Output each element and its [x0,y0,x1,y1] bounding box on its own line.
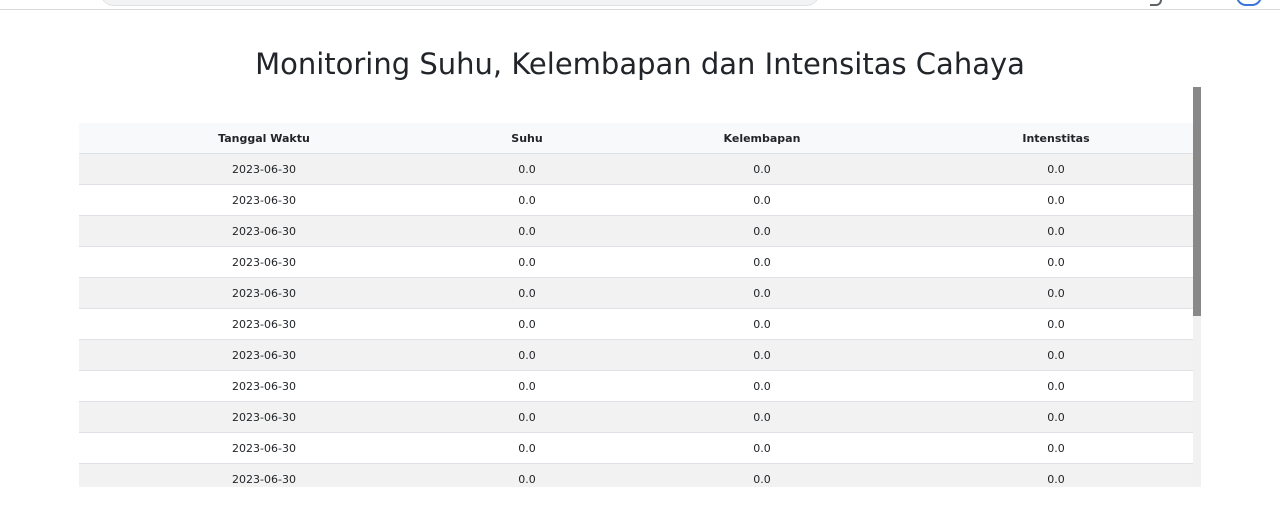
table-body: 2023-06-30 0.0 0.0 0.0 2023-06-30 0.0 0.0 0.0 20… [79,153,1193,487]
cell-suhu: 0.0 [449,277,605,309]
table-row: 2023-06-30 0.0 0.0 0.0 [79,308,1193,340]
cell-kelembapan: 0.0 [605,432,919,464]
cell-intensitas: 0.0 [919,153,1193,185]
cell-suhu: 0.0 [449,246,605,278]
cell-suhu: 0.0 [449,463,605,487]
cell-intensitas: 0.0 [919,370,1193,402]
cell-intensitas: 0.0 [919,184,1193,216]
cell-kelembapan: 0.0 [605,401,919,433]
cell-intensitas: 0.0 [919,401,1193,433]
table-row: 2023-06-30 0.0 0.0 0.0 [79,184,1193,216]
scrollbar-thumb[interactable] [1193,87,1201,316]
cell-kelembapan: 0.0 [605,308,919,340]
table-row: 2023-06-30 0.0 0.0 0.0 [79,432,1193,464]
header-kelembapan: Kelembapan [605,123,919,154]
vertical-scrollbar[interactable] [1193,87,1201,487]
table-row: 2023-06-30 0.0 0.0 0.0 [79,370,1193,402]
cell-tanggal-waktu: 2023-06-30 [79,215,449,247]
cell-kelembapan: 0.0 [605,277,919,309]
table-header: Tanggal Waktu Suhu Kelembapan Intenstita… [79,123,1193,154]
table-row: 2023-06-30 0.0 0.0 0.0 [79,246,1193,278]
key-icon[interactable] [1150,0,1162,6]
cell-suhu: 0.0 [449,215,605,247]
cell-suhu: 0.0 [449,153,605,185]
cell-suhu: 0.0 [449,339,605,371]
cell-suhu: 0.0 [449,432,605,464]
cell-intensitas: 0.0 [919,432,1193,464]
cell-kelembapan: 0.0 [605,463,919,487]
profile-icon[interactable] [1236,0,1262,6]
cell-tanggal-waktu: 2023-06-30 [79,370,449,402]
cell-tanggal-waktu: 2023-06-30 [79,463,449,487]
cell-kelembapan: 0.0 [605,184,919,216]
data-table-area: Tanggal Waktu Suhu Kelembapan Intenstita… [79,123,1193,487]
cell-intensitas: 0.0 [919,246,1193,278]
cell-suhu: 0.0 [449,184,605,216]
cell-kelembapan: 0.0 [605,153,919,185]
table-row: 2023-06-30 0.0 0.0 0.0 [79,277,1193,309]
table-row: 2023-06-30 0.0 0.0 0.0 [79,339,1193,371]
browser-toolbar [0,0,1280,10]
cell-tanggal-waktu: 2023-06-30 [79,432,449,464]
header-tanggal-waktu: Tanggal Waktu [79,123,449,154]
table-row: 2023-06-30 0.0 0.0 0.0 [79,215,1193,247]
cell-tanggal-waktu: 2023-06-30 [79,401,449,433]
cell-kelembapan: 0.0 [605,370,919,402]
cell-tanggal-waktu: 2023-06-30 [79,153,449,185]
table-row: 2023-06-30 0.0 0.0 0.0 [79,463,1193,487]
cell-kelembapan: 0.0 [605,215,919,247]
cell-tanggal-waktu: 2023-06-30 [79,184,449,216]
cell-kelembapan: 0.0 [605,246,919,278]
cell-intensitas: 0.0 [919,215,1193,247]
cell-suhu: 0.0 [449,370,605,402]
cell-kelembapan: 0.0 [605,339,919,371]
address-bar[interactable] [100,0,820,6]
cell-intensitas: 0.0 [919,277,1193,309]
cell-tanggal-waktu: 2023-06-30 [79,308,449,340]
cell-tanggal-waktu: 2023-06-30 [79,277,449,309]
page-title: Monitoring Suhu, Kelembapan dan Intensit… [255,47,1025,81]
cell-intensitas: 0.0 [919,339,1193,371]
cell-suhu: 0.0 [449,401,605,433]
header-row: Tanggal Waktu Suhu Kelembapan Intenstita… [79,123,1193,154]
cell-intensitas: 0.0 [919,463,1193,487]
cell-tanggal-waktu: 2023-06-30 [79,246,449,278]
cell-intensitas: 0.0 [919,308,1193,340]
data-table: Tanggal Waktu Suhu Kelembapan Intenstita… [79,123,1193,487]
table-scroll-container[interactable]: Tanggal Waktu Suhu Kelembapan Intenstita… [79,87,1201,487]
header-intensitas: Intenstitas [919,123,1193,154]
header-suhu: Suhu [449,123,605,154]
cell-tanggal-waktu: 2023-06-30 [79,339,449,371]
table-row: 2023-06-30 0.0 0.0 0.0 [79,153,1193,185]
table-row: 2023-06-30 0.0 0.0 0.0 [79,401,1193,433]
cell-suhu: 0.0 [449,308,605,340]
